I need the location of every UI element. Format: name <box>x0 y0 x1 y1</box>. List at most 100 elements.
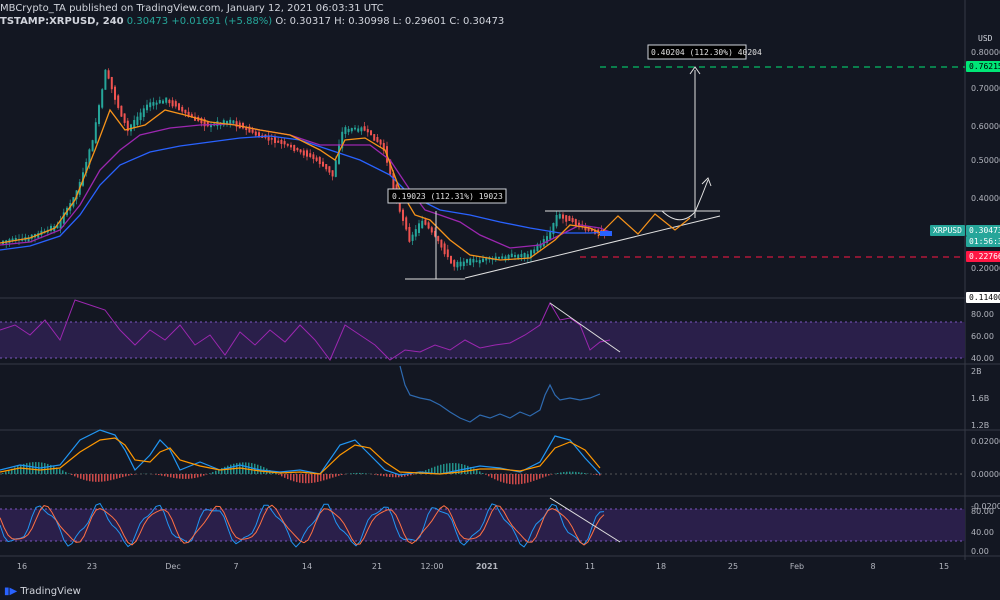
macd-bar <box>461 464 463 474</box>
macd-bar <box>194 474 196 479</box>
macd-bar <box>548 474 550 476</box>
macd-bar <box>101 474 103 482</box>
macd-bar <box>428 468 430 474</box>
candle-body <box>146 104 148 111</box>
macd-bar <box>185 474 187 479</box>
candle-body <box>245 127 248 131</box>
candle-body <box>536 244 539 252</box>
indicator-tick-label: 0.00000 <box>971 470 1000 479</box>
ema-orange-line <box>0 108 606 261</box>
candle-body <box>357 128 360 132</box>
tradingview-logo[interactable]: ▮▶ TradingView <box>4 586 81 597</box>
candle-body <box>181 106 184 112</box>
macd-bar <box>302 474 304 484</box>
candle-body <box>309 153 312 157</box>
candle-body <box>398 198 401 212</box>
macd-bar <box>521 474 523 484</box>
macd-bar <box>83 474 85 480</box>
macd-bar <box>245 462 247 474</box>
macd-bar <box>287 474 289 480</box>
candle-body <box>453 260 456 267</box>
ma-blue-line <box>0 135 611 251</box>
candle-body <box>171 100 174 107</box>
macd-bar <box>452 463 454 474</box>
candle-body <box>347 128 350 133</box>
candle-body <box>427 222 430 229</box>
macd-bar <box>503 474 505 483</box>
macd-bar <box>65 471 67 474</box>
macd-bar <box>527 474 529 483</box>
macd-bar <box>446 463 448 474</box>
projection-curve <box>661 179 709 221</box>
time-tick-label: 21 <box>372 562 382 571</box>
ohlc-values: O: 0.30317 H: 0.30998 L: 0.29601 C: 0.30… <box>275 16 505 27</box>
macd-bar <box>569 471 571 474</box>
time-tick-label: 15 <box>939 562 949 571</box>
macd-bar <box>434 466 436 474</box>
candle-body <box>437 236 440 242</box>
macd-bar <box>476 469 478 474</box>
macd-bar <box>497 474 499 481</box>
candle-body <box>318 157 321 165</box>
macd-bar <box>74 474 76 477</box>
macd-bar <box>440 464 442 474</box>
candle-body <box>152 102 155 106</box>
candle-body <box>504 256 507 261</box>
macd-bar <box>356 472 358 474</box>
candle-body <box>459 261 462 267</box>
candle-body <box>200 118 203 124</box>
measure-right-box[interactable] <box>647 44 747 60</box>
price-change: +0.01691 (+5.88%) <box>171 16 273 27</box>
candle-body <box>56 225 59 229</box>
candle-body <box>254 131 257 136</box>
candle-body <box>338 144 340 164</box>
indicator-tick-label: 40.00 <box>971 354 994 363</box>
macd-bar <box>167 474 169 477</box>
candle-body <box>194 116 196 121</box>
indicator-tick-label: 40.00 <box>971 528 994 537</box>
macd-bar <box>62 470 64 474</box>
candle-body <box>523 252 526 258</box>
target-arrowhead <box>689 66 701 75</box>
macd-bar <box>5 471 7 474</box>
candle-body <box>235 121 238 127</box>
macd-bar <box>413 474 415 475</box>
low-price-tag: 0.11400 <box>966 292 1000 303</box>
macd-bar <box>305 474 307 484</box>
candle-body <box>510 253 513 258</box>
macd-bar <box>95 474 97 482</box>
time-axis[interactable]: 16 23 Dec 7 14 21 12:00 2021 11 18 25 Feb 8 15 <box>17 562 949 571</box>
macd-bar <box>479 471 481 474</box>
macd-bar <box>131 474 133 476</box>
candle-body <box>472 258 475 263</box>
candle-body <box>155 102 158 105</box>
rsi-trendline <box>549 302 621 353</box>
symbol-name[interactable]: TSTAMP:XRPUSD, 240 <box>0 16 124 27</box>
candle-body <box>594 229 596 234</box>
macd-bar <box>482 473 484 474</box>
signal-line <box>0 437 601 475</box>
measure-left-box[interactable] <box>387 188 507 204</box>
macd-bar <box>158 474 160 476</box>
macd-bar <box>458 463 460 474</box>
macd-bar <box>557 473 559 474</box>
ascending-trendline <box>464 215 721 279</box>
candle-body <box>392 173 395 190</box>
last-price-tag: 0.30473 <box>966 225 1000 236</box>
candle-body <box>315 157 318 161</box>
macd-bar <box>578 472 580 474</box>
candle-body <box>408 227 411 242</box>
measure-left-label: 0.19023 (112.31%) 19023 <box>392 192 503 201</box>
macd-bar <box>104 474 106 482</box>
price-candles <box>2 68 606 271</box>
macd-bar <box>86 474 88 481</box>
macd-bar <box>53 466 55 474</box>
candle-body <box>446 249 449 258</box>
macd-bar <box>326 474 328 480</box>
projection-zigzag <box>597 213 691 237</box>
candle-body <box>379 139 382 145</box>
macd-line <box>0 429 601 476</box>
indicator-tick-label: 1.2B <box>971 421 989 430</box>
macd-bar <box>215 470 217 474</box>
